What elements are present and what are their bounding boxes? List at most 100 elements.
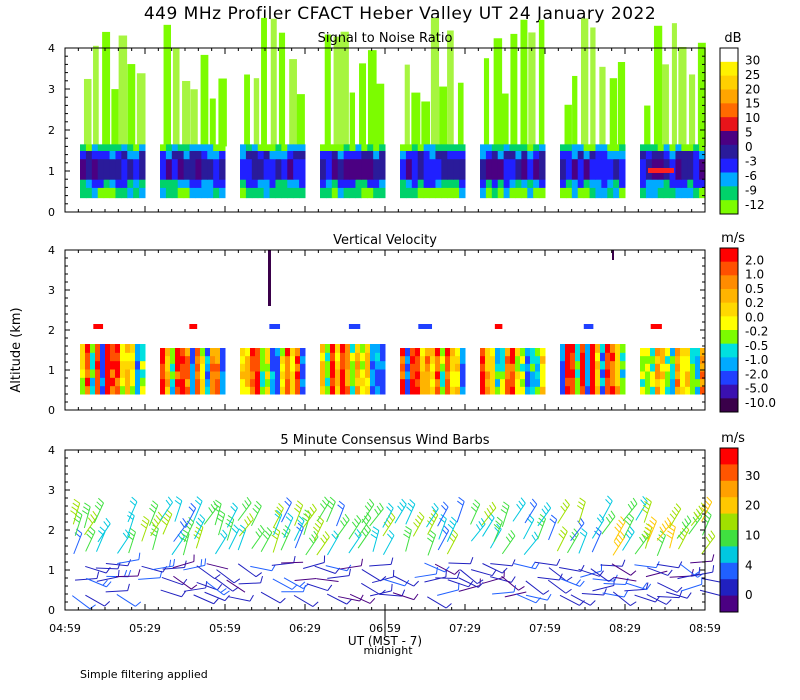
wind-barb bbox=[512, 502, 526, 522]
wind-barb bbox=[214, 503, 222, 526]
wind-barb bbox=[524, 504, 538, 524]
wind-barb bbox=[701, 536, 716, 555]
wind-barb bbox=[379, 593, 402, 597]
wind-barb bbox=[294, 505, 304, 526]
colorbar-2 bbox=[719, 247, 739, 413]
wind-barb bbox=[578, 568, 600, 577]
colorbar-swatch bbox=[720, 330, 738, 345]
wind-barb bbox=[316, 578, 339, 583]
wind-barb bbox=[504, 591, 527, 598]
wind-barb bbox=[303, 562, 325, 570]
wind-barb bbox=[281, 561, 304, 564]
wind-barb bbox=[325, 565, 348, 572]
velocity-segment bbox=[480, 324, 546, 395]
colorbar-1 bbox=[719, 47, 739, 215]
colorbar-unit: dB bbox=[724, 31, 741, 46]
wind-barb bbox=[570, 594, 591, 606]
wind-barb bbox=[570, 522, 585, 542]
wind-barb bbox=[580, 570, 602, 578]
wind-barb bbox=[581, 593, 604, 596]
wind-barb bbox=[382, 535, 395, 555]
wind-barb bbox=[646, 593, 667, 605]
wind-barb bbox=[548, 567, 567, 582]
panel-frame bbox=[64, 449, 706, 611]
colorbar-swatch bbox=[720, 464, 738, 482]
x-tick-label: 05:29 bbox=[129, 622, 161, 635]
colorbar-swatch bbox=[720, 144, 738, 160]
velocity-segment bbox=[640, 324, 706, 395]
colorbar-swatch bbox=[720, 343, 738, 358]
wind-barb bbox=[294, 577, 317, 582]
colorbar-swatch bbox=[720, 158, 738, 173]
snr-segment bbox=[560, 18, 626, 199]
x-tick-label: 05:59 bbox=[209, 622, 241, 635]
wind-barb bbox=[537, 518, 547, 540]
colorbar-unit: m/s bbox=[721, 431, 745, 446]
velocity-segment bbox=[240, 324, 306, 395]
colorbar-swatch bbox=[720, 497, 738, 515]
colorbar-swatch bbox=[720, 61, 738, 77]
wind-barb bbox=[470, 569, 493, 577]
wind-barb bbox=[600, 564, 623, 567]
wind-barb bbox=[348, 520, 362, 540]
colorbar-tick-label: 10 bbox=[745, 528, 760, 542]
wind-barb bbox=[281, 502, 292, 523]
colorbar-tick-label: -12 bbox=[745, 198, 765, 212]
colorbar-tick-label: -0.5 bbox=[745, 339, 768, 353]
wind-barb bbox=[592, 578, 615, 582]
wind-barb bbox=[567, 533, 579, 554]
footnote: Simple filtering applied bbox=[80, 668, 208, 681]
panel-title: Vertical Velocity bbox=[333, 233, 437, 248]
wind-barb bbox=[116, 594, 136, 607]
colorbar-swatch bbox=[720, 48, 738, 63]
wind-barb bbox=[490, 563, 513, 567]
wind-barb bbox=[105, 562, 128, 567]
wind-barb bbox=[691, 571, 713, 577]
x-tick-label: 07:29 bbox=[449, 622, 481, 635]
snr-segment bbox=[240, 17, 306, 199]
wind-barb bbox=[625, 582, 647, 591]
velocity-segment bbox=[400, 324, 466, 395]
wind-barb bbox=[238, 582, 261, 585]
wind-barb bbox=[216, 569, 235, 584]
colorbar-swatch bbox=[720, 546, 738, 564]
wind-barb bbox=[271, 562, 294, 566]
colorbar-tick-label: 30 bbox=[745, 53, 760, 67]
wind-barb bbox=[95, 567, 118, 570]
wind-barb bbox=[559, 566, 581, 572]
wind-barb bbox=[183, 587, 206, 592]
snr-segment bbox=[400, 18, 466, 199]
y-tick-label: 4 bbox=[48, 444, 55, 457]
wind-barb bbox=[492, 591, 515, 595]
wind-barb bbox=[427, 534, 437, 556]
wind-barb bbox=[548, 519, 558, 541]
wind-barb bbox=[382, 507, 394, 528]
colorbar-swatch bbox=[720, 480, 738, 498]
colorbar-swatch bbox=[720, 398, 738, 413]
wind-barb bbox=[161, 576, 183, 586]
colorbar-tick-label: -10.0 bbox=[745, 396, 776, 410]
wind-barb bbox=[326, 593, 347, 605]
wind-barb bbox=[173, 575, 192, 590]
wind-barb bbox=[688, 516, 703, 535]
colorbar-swatch bbox=[720, 595, 738, 613]
colorbar-swatch bbox=[720, 579, 738, 597]
y-tick-label: 4 bbox=[48, 42, 55, 55]
wind-barb bbox=[382, 517, 396, 537]
snr-segment bbox=[320, 31, 386, 199]
colorbar-tick-label: 20 bbox=[745, 82, 760, 96]
wind-barb bbox=[237, 502, 252, 521]
wind-barb bbox=[172, 561, 195, 569]
velocity-segment bbox=[160, 324, 226, 395]
wind-barb bbox=[237, 563, 257, 578]
wind-barb bbox=[394, 504, 407, 524]
wind-barb bbox=[314, 565, 336, 574]
colorbar-swatch bbox=[720, 172, 738, 187]
y-tick-label: 0 bbox=[48, 604, 55, 617]
wind-barb bbox=[151, 565, 174, 571]
y-tick-label: 2 bbox=[48, 124, 55, 137]
wind-barb bbox=[195, 527, 204, 549]
wind-barb bbox=[559, 594, 580, 606]
colorbar-swatch bbox=[720, 200, 738, 215]
